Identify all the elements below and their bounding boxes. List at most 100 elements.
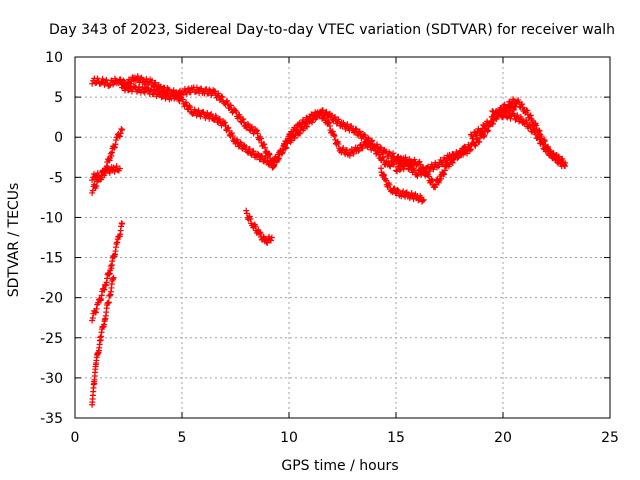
data-point <box>110 274 117 281</box>
data-point <box>390 150 397 157</box>
x-tick-label: 20 <box>494 430 512 446</box>
data-point <box>115 80 122 87</box>
data-point <box>330 131 337 138</box>
data-point <box>243 207 250 214</box>
data-point <box>119 127 126 134</box>
data-point <box>170 87 177 94</box>
data-point <box>227 102 234 109</box>
data-point <box>518 115 525 122</box>
data-point <box>346 152 353 159</box>
data-point <box>244 149 251 156</box>
data-point <box>503 113 510 120</box>
series-s14 <box>489 107 569 170</box>
data-point <box>408 189 415 196</box>
data-point <box>216 115 223 122</box>
data-point <box>123 83 130 90</box>
data-point <box>533 122 540 129</box>
data-point <box>416 158 423 165</box>
data-point <box>257 135 264 142</box>
data-point <box>264 239 271 246</box>
data-point <box>283 144 290 151</box>
data-point <box>116 133 123 140</box>
data-point <box>449 159 456 166</box>
data-point <box>250 148 257 155</box>
data-point <box>332 113 339 120</box>
data-point <box>394 186 401 193</box>
y-axis-label: SDTVAR / TECUs <box>6 183 22 298</box>
data-point <box>459 149 466 156</box>
data-point <box>411 156 418 163</box>
data-point <box>261 144 268 151</box>
y-tick-label: -5 <box>49 170 63 186</box>
data-point <box>532 127 539 134</box>
data-point <box>229 132 236 139</box>
data-point <box>361 132 368 139</box>
data-point <box>252 223 259 230</box>
data-point <box>323 108 330 115</box>
data-point <box>395 153 402 160</box>
data-point <box>359 145 366 152</box>
data-point <box>117 76 124 83</box>
data-point <box>198 85 205 92</box>
data-point <box>134 73 141 80</box>
data-point <box>441 170 448 177</box>
series-s6 <box>89 220 126 324</box>
data-point <box>265 150 272 157</box>
data-point <box>535 132 542 139</box>
x-tick-label: 15 <box>387 430 405 446</box>
data-point <box>396 167 403 174</box>
data-point <box>117 130 124 137</box>
data-point <box>266 233 273 240</box>
data-point <box>179 96 186 103</box>
data-point <box>350 150 357 157</box>
x-tick-label: 25 <box>601 430 619 446</box>
data-point <box>480 133 487 140</box>
y-tick-label: -35 <box>40 411 63 427</box>
data-point <box>187 104 194 111</box>
data-point <box>255 151 262 158</box>
data-point <box>544 145 551 152</box>
data-point <box>132 84 139 91</box>
data-point <box>219 94 226 101</box>
y-tick-label: -25 <box>40 331 63 347</box>
data-point <box>225 124 232 131</box>
data-point <box>386 162 393 169</box>
y-tick-label: 0 <box>54 130 63 146</box>
data-point <box>141 89 148 96</box>
data-point <box>560 159 567 166</box>
data-point <box>473 132 480 139</box>
series-s8 <box>243 207 275 246</box>
data-point <box>386 181 393 188</box>
data-point <box>400 166 407 173</box>
x-tick-label: 0 <box>71 430 80 446</box>
data-point <box>356 128 363 135</box>
data-point <box>244 120 251 127</box>
data-point <box>510 110 517 117</box>
data-point <box>254 150 261 157</box>
data-point <box>335 140 342 147</box>
data-point <box>240 119 247 126</box>
data-point <box>256 229 263 236</box>
data-point <box>454 155 461 162</box>
data-point <box>116 165 123 172</box>
data-point <box>389 189 396 196</box>
x-tick-label: 5 <box>178 430 187 446</box>
x-axis-label: GPS time / hours <box>281 458 398 474</box>
plot-frame <box>74 56 611 419</box>
data-point <box>282 145 289 152</box>
data-point <box>439 161 446 168</box>
data-point <box>261 158 268 165</box>
data-point <box>105 164 112 171</box>
data-point <box>355 148 362 155</box>
data-point <box>261 141 268 148</box>
data-point <box>526 121 533 128</box>
series-s7 <box>89 274 117 408</box>
data-point <box>435 163 442 170</box>
data-point <box>101 286 108 293</box>
y-tick-label: -15 <box>40 251 63 267</box>
data-point <box>234 136 241 143</box>
chart-title: Day 343 of 2023, Sidereal Day-to-day VTE… <box>49 22 615 38</box>
data-point <box>240 116 247 123</box>
data-point <box>481 132 488 139</box>
data-point <box>437 175 444 182</box>
